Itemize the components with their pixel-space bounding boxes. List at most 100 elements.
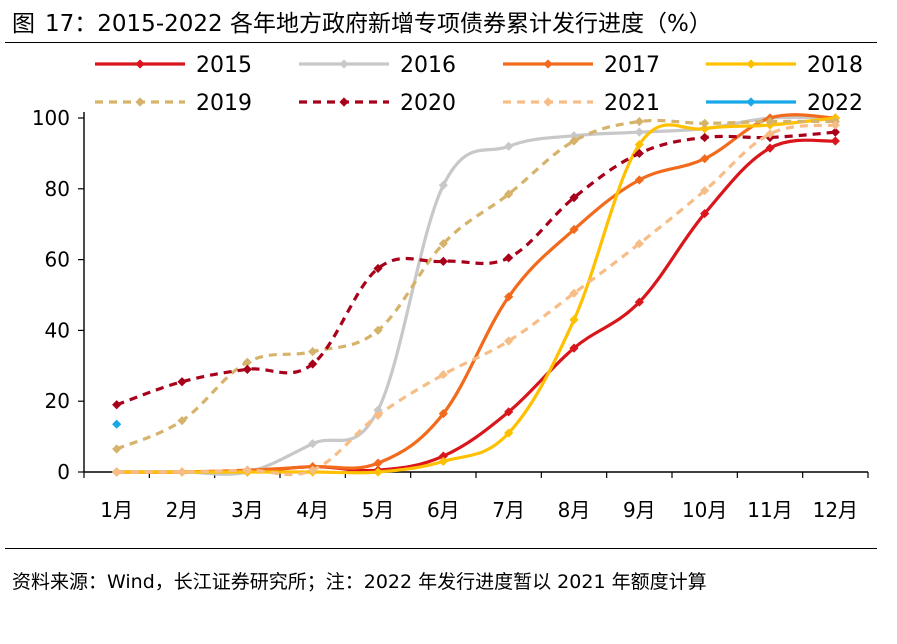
y-tick-label: 60 <box>45 248 70 272</box>
x-tick-label: 7月 <box>492 498 525 522</box>
series-2018-point <box>700 124 710 134</box>
series-2016-point <box>308 439 318 449</box>
series-2015-point <box>438 451 448 461</box>
series-2015-point <box>569 343 579 353</box>
series-2015-point <box>765 143 775 153</box>
series-2021-point <box>504 336 514 346</box>
x-tick-label: 11月 <box>747 498 792 522</box>
series-2017-point <box>438 408 448 419</box>
series-2016-point <box>438 180 448 190</box>
series-2018-line <box>116 116 836 475</box>
series-2020-point <box>438 256 448 266</box>
series-2021-point <box>373 410 383 420</box>
source-note: 资料来源：Wind，长江证券研究所；注：2022 年发行进度暂以 2021 年额… <box>12 571 707 593</box>
y-tick-label: 40 <box>45 318 70 342</box>
series-2020-point <box>373 263 383 274</box>
x-tick-label: 6月 <box>427 498 460 522</box>
series-2021-point <box>242 465 252 475</box>
series-2020-point <box>242 364 252 374</box>
source-rule <box>5 548 877 549</box>
series-2017-line <box>116 113 836 474</box>
series-2019-line <box>116 118 836 451</box>
series-2015-point <box>700 208 710 219</box>
legend-2018-marker <box>746 59 756 69</box>
y-tick-label: 0 <box>57 460 70 484</box>
series-2019-point <box>569 136 579 146</box>
series-2019-point <box>438 239 448 249</box>
series-2020-point <box>504 253 514 263</box>
series-2020-point <box>112 400 122 410</box>
x-tick-label: 4月 <box>296 498 329 522</box>
series-2021-point <box>765 129 775 139</box>
series-2021-line <box>116 123 836 477</box>
x-tick-label: 10月 <box>682 498 727 522</box>
series-2015-point <box>504 407 514 417</box>
legend-2016-label: 2016 <box>400 53 456 78</box>
series-2018-point <box>373 467 383 477</box>
series-2018-point <box>569 315 579 325</box>
figure-title: 图 17：2015-2022 各年地方政府新增专项债券累计发行进度（%） <box>12 4 712 38</box>
figure-number: 17： <box>45 11 98 37</box>
series-2019-point <box>112 444 122 454</box>
legend-2015-marker <box>135 59 145 69</box>
series-2019-point <box>177 416 187 426</box>
series-2016-point <box>634 127 644 137</box>
series-2021-point <box>438 370 448 380</box>
series-2015-line <box>116 138 836 475</box>
legend-2016-marker <box>339 59 349 69</box>
series-2020-point <box>634 148 644 158</box>
y-tick-label: 100 <box>32 106 70 130</box>
x-tick-label: 3月 <box>231 498 264 522</box>
x-tick-label: 5月 <box>362 498 395 522</box>
line-chart: 0 20 40 60 80 100 1月 2月 3月 4月 5月 6月 7月 8月 9月 10月 11月 12月 2… <box>32 53 869 522</box>
legend-2019-marker <box>135 97 145 107</box>
series-2020-line <box>116 130 836 407</box>
title-rule <box>5 42 877 43</box>
series-2022-point <box>112 419 122 429</box>
series-2019-point <box>242 357 252 367</box>
series-2015-point <box>830 136 840 146</box>
series-2021-point <box>308 465 318 475</box>
legend-2020-label: 2020 <box>400 91 456 116</box>
series-2020-point <box>177 377 187 387</box>
series-2019-point <box>765 116 775 127</box>
legend-2015-label: 2015 <box>196 53 252 78</box>
series-2015-point <box>634 297 644 307</box>
series-2019-point <box>504 189 514 199</box>
x-tick-label: 9月 <box>623 498 656 522</box>
series-2017-point <box>504 292 514 302</box>
series-2017-point <box>569 224 579 235</box>
y-tick-label: 20 <box>45 389 70 413</box>
series-2018-point <box>438 456 448 466</box>
x-tick-label: 1月 <box>100 498 133 522</box>
legend-2019-label: 2019 <box>196 91 252 116</box>
series-2019-point <box>700 118 710 128</box>
legend-2022-label: 2022 <box>807 91 863 116</box>
x-tick-label: 8月 <box>558 498 591 522</box>
series-2020-point <box>700 132 710 143</box>
series-2020-point <box>569 193 579 203</box>
series-2021-point <box>830 120 840 130</box>
legend-2017-label: 2017 <box>604 53 660 78</box>
figure-title-text: 2015-2022 各年地方政府新增专项债券累计发行进度（%） <box>97 11 712 37</box>
series-2018-point <box>504 428 514 438</box>
series-2018-point <box>634 139 644 150</box>
legend-2021-marker <box>543 97 553 107</box>
figure-label: 图 <box>12 11 35 37</box>
legend-2021-label: 2021 <box>604 91 660 116</box>
series-2017-point <box>634 175 644 185</box>
series-2019-point <box>634 116 644 127</box>
legend-2020-marker <box>339 97 349 107</box>
series-2019-point <box>373 325 383 335</box>
series-2021-point <box>700 185 710 196</box>
series-2020-point <box>830 127 840 137</box>
series-2019-point <box>308 347 318 357</box>
series-2021-point <box>634 239 644 249</box>
series-2017-point <box>700 154 710 164</box>
legend-2022-marker <box>746 97 756 107</box>
series-2020-point <box>308 359 318 369</box>
series-2016-point <box>504 141 514 151</box>
x-tick-label: 12月 <box>813 498 858 522</box>
x-tick-label: 2月 <box>166 498 199 522</box>
legend-2018-label: 2018 <box>807 53 863 78</box>
